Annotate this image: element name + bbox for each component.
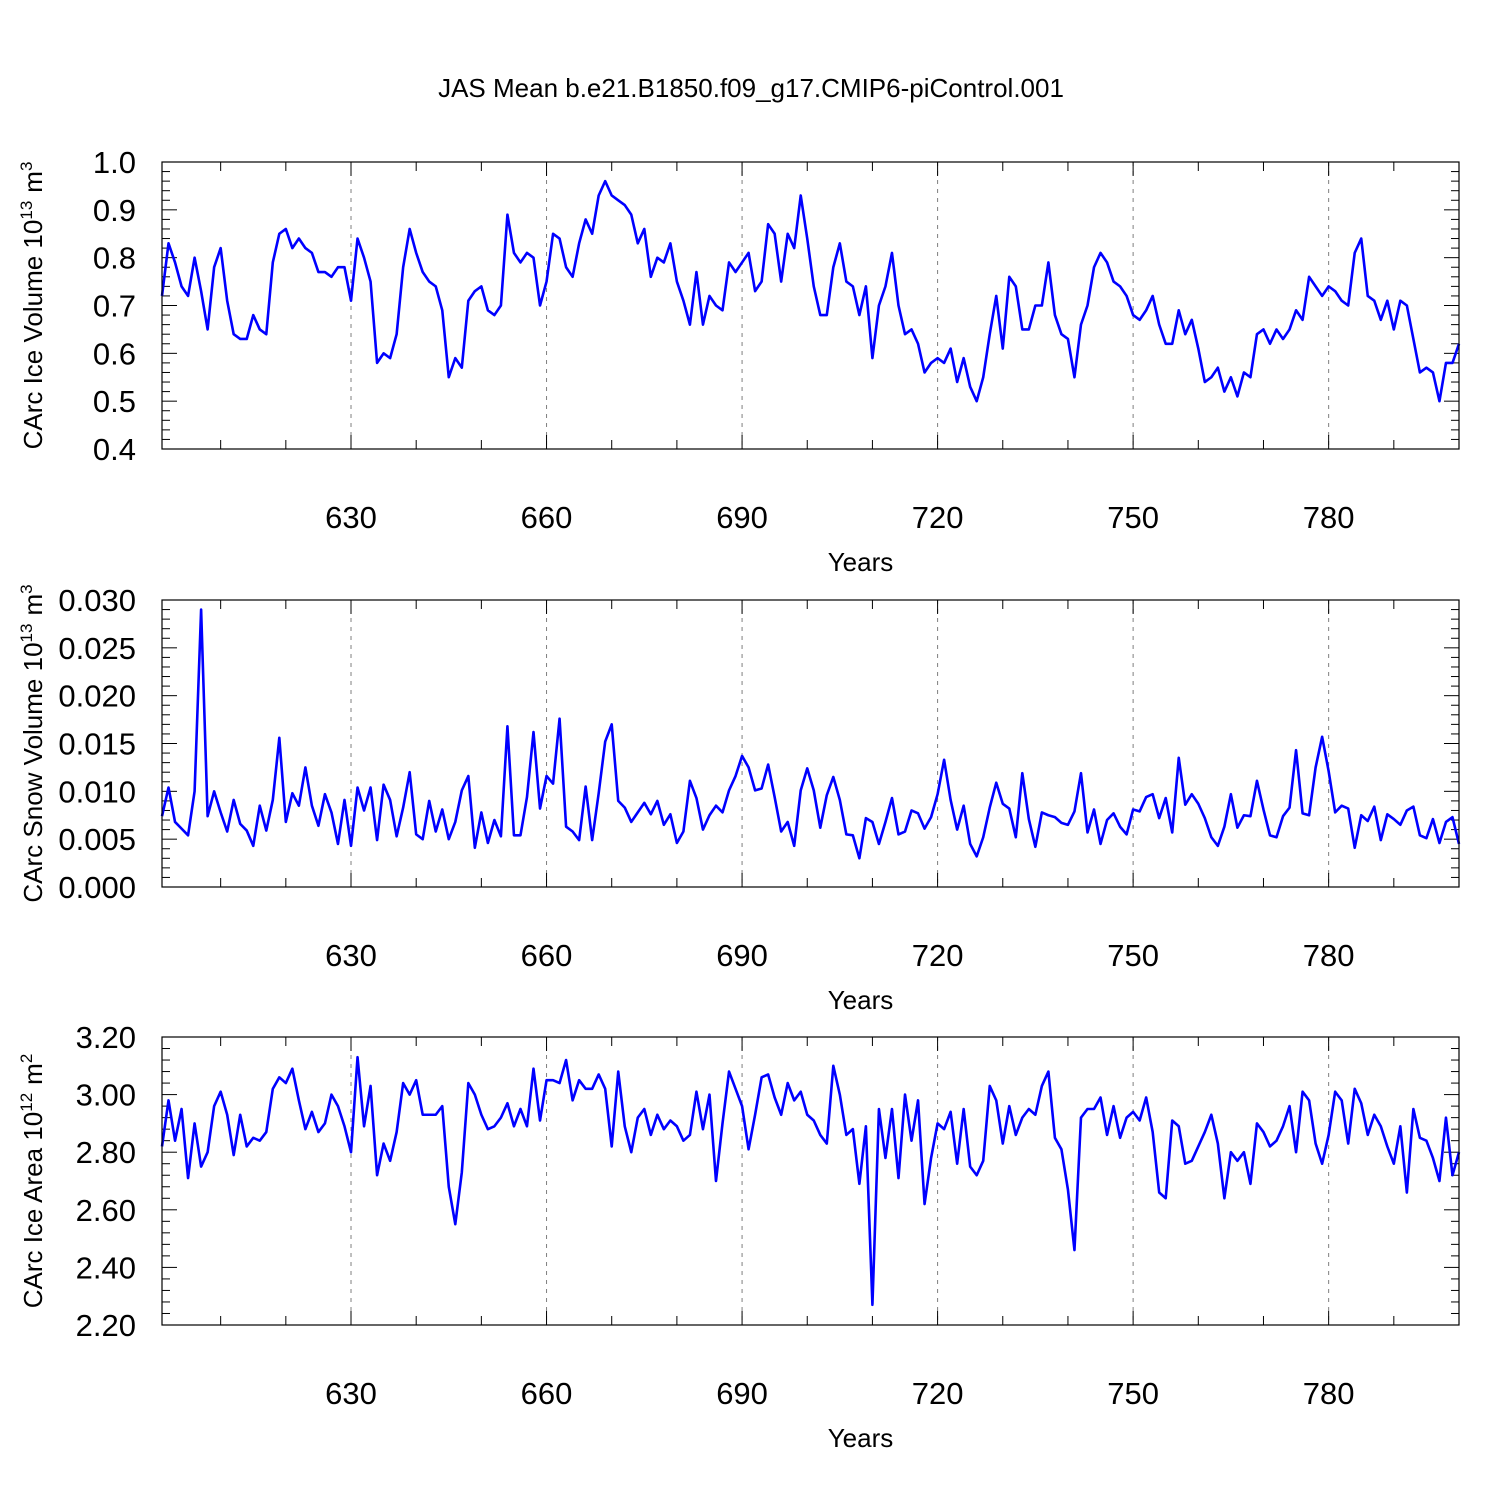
y-tick-label: 0.8 xyxy=(93,241,136,276)
x-axis-label: Years xyxy=(828,985,894,1015)
y-tick-label: 0.020 xyxy=(58,679,136,714)
y-tick-label: 0.000 xyxy=(58,870,136,905)
y-axis-label-text: CArc Ice Volume 10 xyxy=(18,220,48,450)
y-axis-label: CArc Ice Volume 1013 m3 xyxy=(17,162,48,450)
x-tick-label: 750 xyxy=(1107,500,1159,535)
plot-frame xyxy=(161,161,1460,450)
x-tick-label: 750 xyxy=(1107,938,1159,973)
y-tick-label: 2.40 xyxy=(76,1250,136,1285)
y-tick-label: 2.60 xyxy=(76,1193,136,1228)
chart-title: JAS Mean b.e21.B1850.f09_g17.CMIP6-piCon… xyxy=(438,73,1064,103)
y-tick-label: 0.6 xyxy=(93,336,136,371)
y-tick-label: 0.015 xyxy=(58,727,136,762)
x-tick-label: 660 xyxy=(521,500,573,535)
x-axis-label: Years xyxy=(828,547,894,577)
y-tick-label: 0.025 xyxy=(58,631,136,666)
x-tick-label: 750 xyxy=(1107,1376,1159,1411)
y-tick-label: 0.4 xyxy=(93,432,136,467)
x-tick-label: 720 xyxy=(912,500,964,535)
x-tick-label: 690 xyxy=(716,500,768,535)
x-tick-label: 690 xyxy=(716,1376,768,1411)
chart-panel-1: 0.4 0.5 0.6 0.7 0.8 0.9 1.0 630 660 690 720 750 780 Y… xyxy=(17,145,1461,577)
y-tick-label: 2.80 xyxy=(76,1135,136,1170)
y-tick-label: 2.20 xyxy=(76,1308,136,1343)
y-axis-label-unit: m xyxy=(18,171,48,193)
x-tick-label: 660 xyxy=(521,1376,573,1411)
y-axis-label: CArc Snow Volume 1013 m3 xyxy=(17,584,48,902)
x-tick-label: 630 xyxy=(325,938,377,973)
x-tick-label: 630 xyxy=(325,1376,377,1411)
chart-panel-3: 2.20 2.40 2.60 2.80 3.00 3.20 630 660 690 720 750 7… xyxy=(17,1020,1461,1453)
x-tick-label: 720 xyxy=(912,938,964,973)
y-axis-label-exponent: 13 xyxy=(17,201,36,220)
chart-panel-2: 0.000 0.005 0.010 0.015 0.020 0.025 0.030 630 66… xyxy=(17,583,1461,1015)
y-axis-label-exponent: 13 xyxy=(17,624,36,643)
y-tick-label: 3.20 xyxy=(76,1020,136,1055)
y-axis-label-unit-exponent: 3 xyxy=(17,162,36,171)
y-axis-label-unit-exponent: 2 xyxy=(17,1054,36,1063)
x-axis-label: Years xyxy=(828,1423,894,1453)
y-axis-label-unit-exponent: 3 xyxy=(17,584,36,593)
x-tick-label: 780 xyxy=(1303,500,1355,535)
y-tick-label: 0.7 xyxy=(93,289,136,324)
plot-frame xyxy=(161,599,1460,888)
y-tick-label: 0.030 xyxy=(58,583,136,618)
x-tick-label: 690 xyxy=(716,938,768,973)
x-tick-label: 630 xyxy=(325,500,377,535)
y-axis-label-text: CArc Ice Area 10 xyxy=(18,1112,48,1309)
y-axis-label-unit: m xyxy=(18,1063,48,1085)
data-series-line xyxy=(160,1055,1461,1307)
y-tick-label: 3.00 xyxy=(76,1078,136,1113)
plot-frame xyxy=(161,1036,1460,1326)
x-tick-label: 660 xyxy=(521,938,573,973)
x-tick-label: 720 xyxy=(912,1376,964,1411)
x-tick-label: 780 xyxy=(1303,938,1355,973)
x-tick-label: 780 xyxy=(1303,1376,1355,1411)
y-axis-label-text: CArc Snow Volume 10 xyxy=(18,642,48,902)
y-axis-label-unit: m xyxy=(18,594,48,616)
y-tick-label: 0.010 xyxy=(58,774,136,809)
y-axis-label: CArc Ice Area 1012 m2 xyxy=(17,1054,48,1309)
y-axis-label-exponent: 12 xyxy=(17,1093,36,1112)
data-series-line xyxy=(160,608,1461,860)
y-tick-label: 0.005 xyxy=(58,822,136,857)
data-series-line xyxy=(160,179,1461,403)
y-tick-label: 1.0 xyxy=(93,145,136,180)
y-tick-label: 0.9 xyxy=(93,193,136,228)
y-tick-label: 0.5 xyxy=(93,384,136,419)
